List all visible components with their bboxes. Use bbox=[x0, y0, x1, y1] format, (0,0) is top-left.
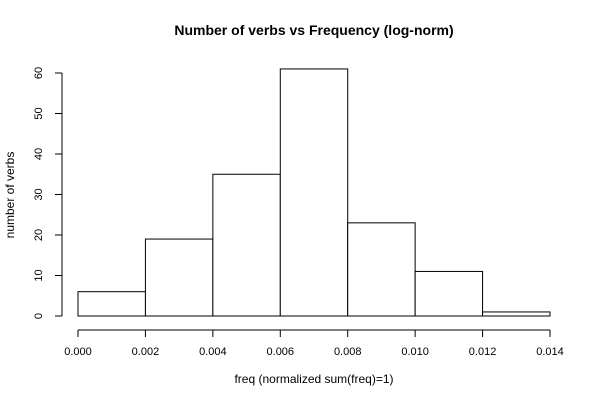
histogram-bar-1 bbox=[77, 291, 146, 317]
histogram-bar-7 bbox=[482, 311, 551, 317]
y-axis-label: number of verbs bbox=[3, 152, 17, 239]
y-tick-label-4: 30 bbox=[33, 188, 45, 200]
y-axis: 0 10 20 30 40 50 60 bbox=[33, 67, 63, 319]
y-tick-label-5: 40 bbox=[33, 148, 45, 160]
x-tick-label-4: 0.006 bbox=[267, 346, 295, 358]
x-tick-label-3: 0.004 bbox=[199, 346, 227, 358]
histogram-bar-4 bbox=[279, 68, 349, 317]
histogram-bar-3 bbox=[212, 173, 281, 317]
x-tick-label-8: 0.014 bbox=[536, 346, 564, 358]
x-tick-label-1: 0.000 bbox=[64, 346, 92, 358]
y-tick-label-3: 20 bbox=[33, 229, 45, 241]
histogram-bar-5 bbox=[347, 222, 416, 317]
chart-title: Number of verbs vs Frequency (log-norm) bbox=[174, 22, 453, 38]
x-axis: 0.000 0.002 0.004 0.006 0.008 0.010 0.012 0.014 bbox=[64, 329, 564, 358]
x-tick-label-2: 0.002 bbox=[132, 346, 160, 358]
x-tick-label-6: 0.010 bbox=[401, 346, 429, 358]
y-tick-label-1: 0 bbox=[33, 313, 45, 319]
histogram-bars bbox=[77, 68, 551, 317]
histogram-bar-6 bbox=[414, 270, 484, 317]
histogram-bar-2 bbox=[144, 238, 214, 317]
x-axis-label: freq (normalized sum(freq)=1) bbox=[234, 372, 393, 386]
y-tick-label-2: 10 bbox=[33, 269, 45, 281]
y-tick-label-6: 50 bbox=[33, 107, 45, 119]
x-tick-label-7: 0.012 bbox=[469, 346, 497, 358]
x-tick-label-5: 0.008 bbox=[334, 346, 362, 358]
y-tick-label-7: 60 bbox=[33, 67, 45, 79]
